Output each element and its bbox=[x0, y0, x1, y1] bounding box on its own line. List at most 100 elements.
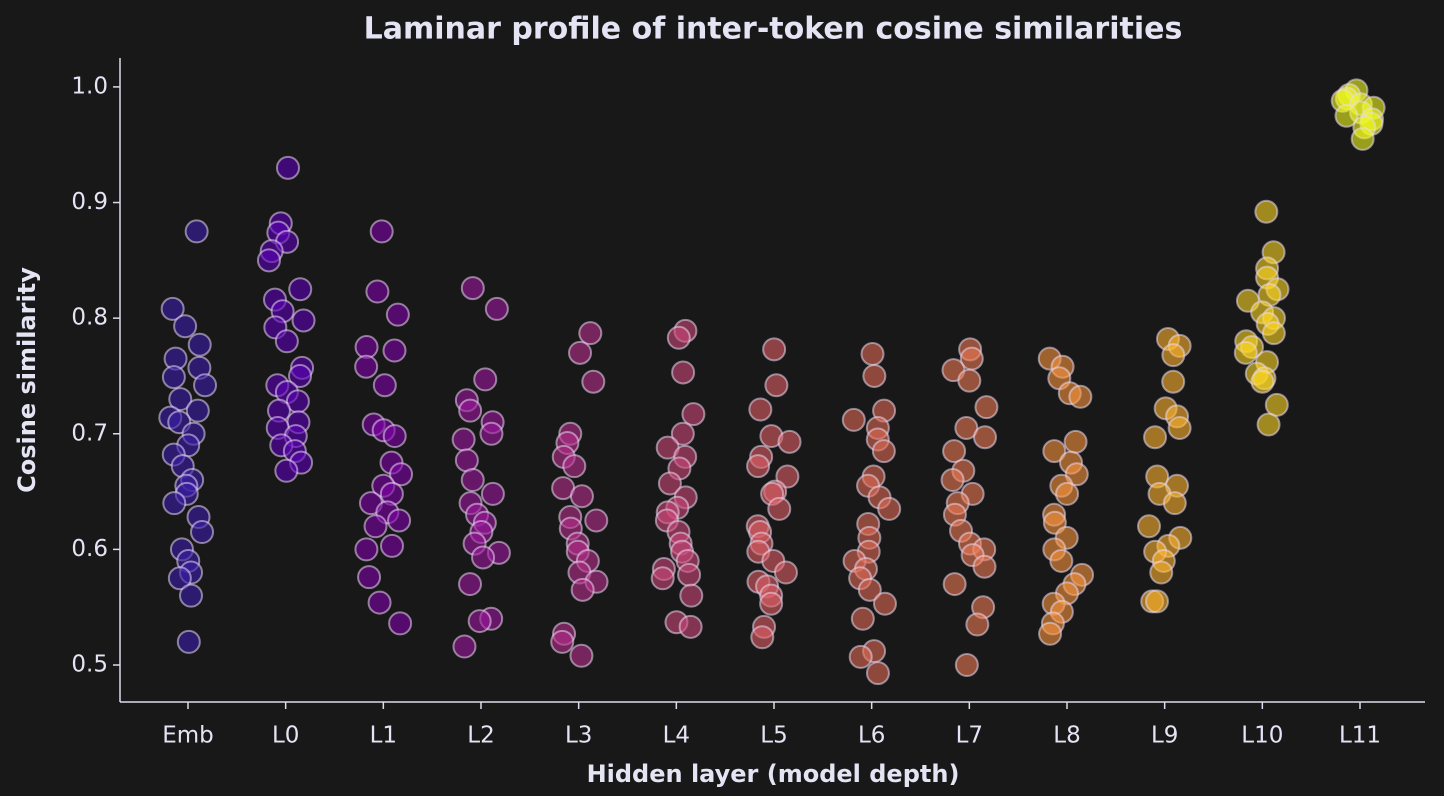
point bbox=[954, 415, 979, 440]
point bbox=[354, 354, 379, 379]
y-tick-label: 1.0 bbox=[71, 73, 108, 99]
x-axis-title: Hidden layer (model depth) bbox=[587, 760, 960, 788]
point bbox=[777, 429, 802, 454]
chart-title: Laminar profile of inter-token cosine si… bbox=[364, 12, 1183, 47]
point bbox=[1334, 103, 1359, 128]
point bbox=[379, 533, 404, 558]
point bbox=[176, 629, 201, 654]
point bbox=[1167, 415, 1192, 440]
point bbox=[357, 565, 382, 590]
point bbox=[848, 644, 873, 669]
point bbox=[382, 338, 407, 363]
point bbox=[681, 402, 706, 427]
point bbox=[841, 407, 866, 432]
point bbox=[1068, 384, 1093, 409]
point bbox=[385, 302, 410, 327]
point bbox=[168, 387, 193, 412]
x-tick-label: L3 bbox=[565, 723, 592, 749]
point bbox=[363, 514, 388, 539]
point bbox=[581, 369, 606, 394]
y-tick-label: 0.9 bbox=[71, 189, 108, 215]
point bbox=[650, 566, 675, 591]
point bbox=[550, 629, 575, 654]
point bbox=[367, 590, 392, 615]
point bbox=[1038, 621, 1063, 646]
point bbox=[562, 454, 587, 479]
point bbox=[942, 439, 967, 464]
x-tick-label: L9 bbox=[1151, 723, 1178, 749]
point bbox=[957, 368, 982, 393]
point bbox=[275, 155, 300, 180]
point bbox=[569, 643, 594, 668]
point bbox=[678, 614, 703, 639]
point bbox=[570, 577, 595, 602]
point bbox=[973, 425, 998, 450]
point bbox=[657, 471, 682, 496]
point bbox=[1161, 369, 1186, 394]
point bbox=[354, 537, 379, 562]
point bbox=[382, 424, 407, 449]
point bbox=[860, 341, 885, 366]
point bbox=[389, 462, 414, 487]
point bbox=[1143, 425, 1168, 450]
point bbox=[185, 398, 210, 423]
point bbox=[454, 448, 479, 473]
point bbox=[184, 219, 209, 244]
point bbox=[480, 481, 505, 506]
point bbox=[460, 468, 485, 493]
point bbox=[1261, 321, 1286, 346]
x-tick-label: L4 bbox=[663, 723, 690, 749]
point bbox=[773, 560, 798, 585]
point bbox=[162, 491, 187, 516]
point bbox=[1233, 340, 1258, 365]
point bbox=[954, 653, 979, 678]
point bbox=[167, 566, 192, 591]
point bbox=[1250, 369, 1275, 394]
point bbox=[578, 321, 603, 346]
point bbox=[161, 365, 186, 390]
point bbox=[1055, 481, 1080, 506]
point bbox=[372, 373, 397, 398]
point bbox=[479, 421, 504, 446]
point bbox=[974, 395, 999, 420]
x-tick-label: L5 bbox=[760, 723, 787, 749]
point bbox=[179, 583, 204, 608]
x-tick-label: L0 bbox=[272, 723, 299, 749]
point bbox=[584, 508, 609, 533]
point bbox=[274, 329, 299, 354]
point bbox=[187, 332, 212, 357]
point bbox=[679, 583, 704, 608]
point bbox=[369, 219, 394, 244]
point bbox=[877, 496, 902, 521]
point bbox=[484, 296, 509, 321]
point bbox=[872, 591, 897, 616]
point bbox=[365, 279, 390, 304]
x-tick-label: L2 bbox=[467, 723, 494, 749]
point bbox=[1256, 412, 1281, 437]
y-tick-label: 0.6 bbox=[71, 536, 108, 562]
x-tick-label: L6 bbox=[858, 723, 885, 749]
point bbox=[940, 468, 965, 493]
point bbox=[1063, 429, 1088, 454]
point bbox=[190, 520, 215, 545]
point bbox=[850, 606, 875, 631]
point bbox=[762, 337, 787, 362]
point bbox=[1161, 343, 1186, 368]
point bbox=[670, 421, 695, 446]
point bbox=[965, 612, 990, 637]
point bbox=[458, 398, 483, 423]
y-tick-label: 0.5 bbox=[71, 652, 108, 678]
point bbox=[471, 545, 496, 570]
point bbox=[764, 373, 789, 398]
x-tick-label: L8 bbox=[1053, 723, 1080, 749]
x-tick-label: L7 bbox=[956, 723, 983, 749]
x-tick-label: L1 bbox=[370, 723, 397, 749]
y-tick-label: 0.8 bbox=[71, 305, 108, 331]
point bbox=[857, 577, 882, 602]
point bbox=[451, 427, 476, 452]
x-tick-label: L11 bbox=[1339, 723, 1381, 749]
point bbox=[256, 248, 281, 273]
point bbox=[1137, 514, 1162, 539]
point bbox=[160, 296, 185, 321]
